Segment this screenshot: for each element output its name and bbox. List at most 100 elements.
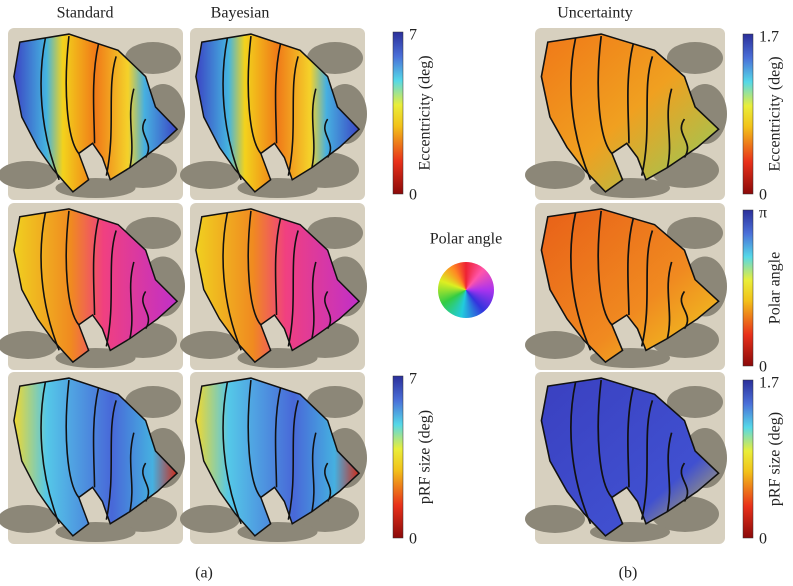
colorbar-label: pRF size (deg) [767, 412, 784, 506]
map-shape [195, 33, 361, 193]
area-boundary [680, 462, 689, 502]
colorbar-max: 7 [409, 371, 417, 388]
area-boundary [666, 88, 673, 168]
area-boundary [287, 56, 299, 176]
map-shape [13, 33, 179, 193]
area-boundary [274, 218, 282, 315]
polar-legend-title: Polar angle [430, 231, 502, 248]
area-boundary [92, 44, 100, 144]
colorbar-max: 1.7 [759, 375, 779, 392]
map-fill [540, 208, 720, 364]
brain-map [180, 203, 367, 370]
map-shape [540, 377, 720, 537]
sulcus [667, 42, 723, 74]
sulcus [307, 42, 363, 74]
area-boundary [597, 36, 613, 154]
area-boundary [92, 218, 100, 315]
area-boundary [129, 261, 135, 339]
colorbar [392, 375, 404, 539]
area-boundary [570, 381, 592, 525]
brain-map [525, 203, 727, 370]
colorbar [392, 31, 404, 195]
sulcus [307, 386, 363, 418]
colorbar-label: pRF size (deg) [417, 410, 434, 504]
colorbar-max: 7 [409, 27, 417, 44]
area-boundary [222, 212, 242, 351]
sulcus [0, 505, 58, 533]
brain-map [180, 372, 367, 544]
area-boundary [142, 462, 150, 502]
area-boundary [287, 400, 299, 520]
sulcus [180, 161, 240, 189]
column-header: Uncertainty [557, 5, 633, 22]
area-boundary [92, 388, 100, 488]
column-header: Bayesian [211, 5, 270, 22]
area-boundary [627, 388, 635, 488]
sulcus [667, 217, 723, 249]
area-boundary [129, 432, 135, 512]
area-boundary [640, 230, 654, 347]
area-boundary [311, 261, 317, 339]
area-boundary [640, 400, 654, 520]
colorbar-max: π [759, 205, 767, 222]
colorbar-min: 0 [759, 531, 767, 548]
map-fill [13, 377, 179, 537]
colorbar-min: 0 [409, 187, 417, 204]
map-shape [13, 208, 179, 364]
area-boundary [129, 88, 135, 168]
area-boundary [570, 212, 592, 351]
sulcus [307, 217, 363, 249]
map-fill [195, 33, 361, 193]
area-boundary [105, 230, 117, 347]
sulcus [0, 331, 58, 359]
area-boundary [65, 380, 80, 498]
colorbar [742, 379, 754, 539]
colorbar [742, 209, 754, 367]
area-boundary [247, 210, 262, 326]
area-boundary [311, 88, 317, 168]
area-boundary [311, 432, 317, 512]
area-boundary [222, 381, 242, 525]
area-boundary [570, 37, 592, 181]
area-boundary [65, 210, 80, 326]
area-boundary [142, 118, 150, 158]
brain-map [525, 372, 727, 544]
map-shape [13, 377, 179, 537]
area-boundary [597, 380, 613, 498]
brain-map [0, 372, 185, 544]
panel-label: (b) [619, 565, 638, 582]
map-fill [13, 33, 179, 193]
polar-angle-wheel [438, 262, 494, 318]
colorbar-max: 1.7 [759, 29, 779, 46]
colorbar-label: Polar angle [767, 252, 784, 324]
area-boundary [324, 290, 332, 330]
area-boundary [65, 36, 80, 154]
sulcus [125, 386, 181, 418]
area-boundary [627, 44, 635, 144]
map-shape [540, 33, 720, 193]
area-boundary [222, 37, 242, 181]
brain-map [0, 203, 185, 370]
colorbar-label: Eccentricity (deg) [417, 55, 434, 170]
brain-map [525, 28, 727, 200]
area-boundary [287, 230, 299, 347]
area-boundary [324, 462, 332, 502]
map-fill [540, 377, 720, 537]
map-shape [195, 377, 361, 537]
area-boundary [247, 380, 262, 498]
sulcus [180, 331, 240, 359]
area-boundary [40, 37, 60, 181]
sulcus [525, 505, 585, 533]
area-boundary [40, 381, 60, 525]
panel-label: (a) [195, 565, 213, 582]
map-shape [540, 208, 720, 364]
area-boundary [105, 400, 117, 520]
brain-map [0, 28, 185, 200]
colorbar-label: Eccentricity (deg) [767, 56, 784, 171]
map-fill [13, 208, 179, 364]
sulcus [667, 386, 723, 418]
sulcus [125, 42, 181, 74]
area-boundary [627, 218, 635, 315]
